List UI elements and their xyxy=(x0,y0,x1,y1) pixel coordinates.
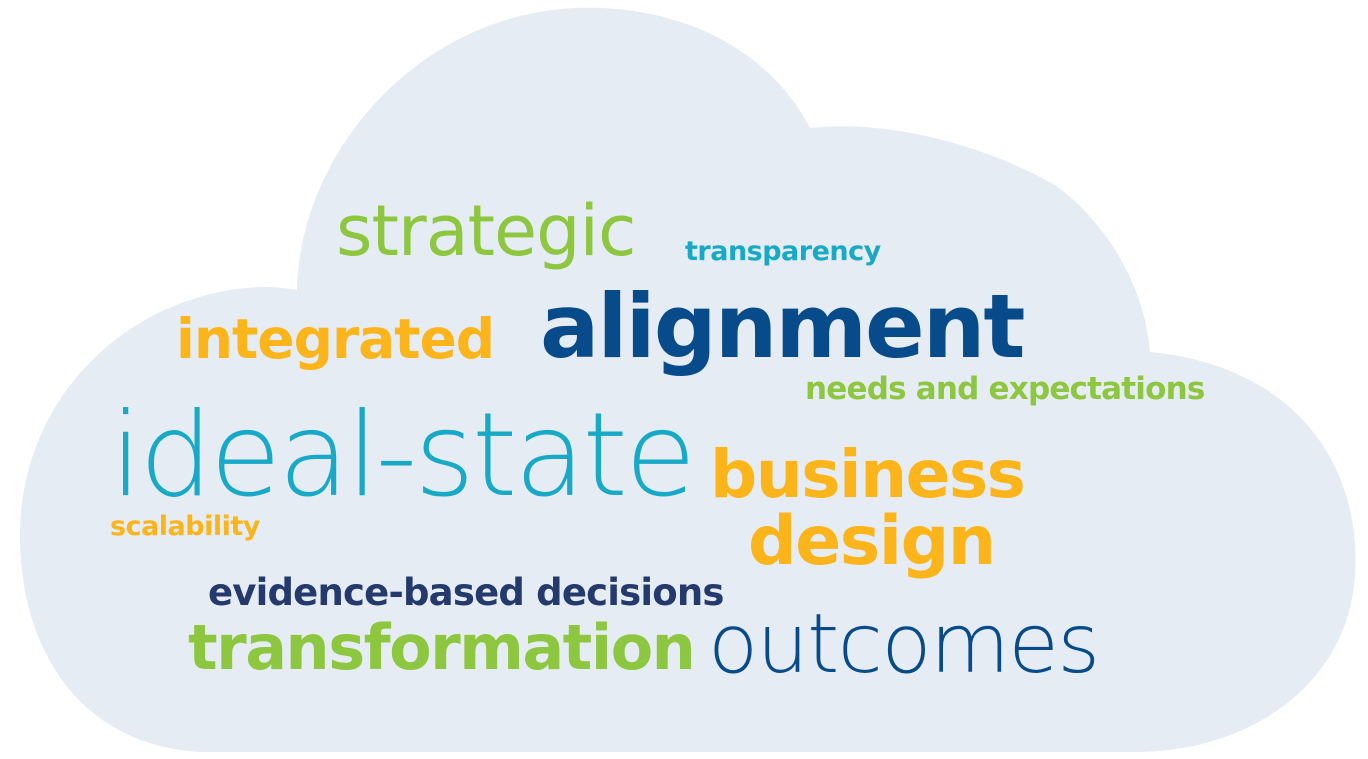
word-strategic: strategic xyxy=(336,190,636,272)
word-evidence-based-decisions: evidence-based decisions xyxy=(208,571,724,614)
cloud-path xyxy=(20,7,1356,753)
word-scalability: scalability xyxy=(110,511,260,542)
word-outcomes: outcomes xyxy=(708,597,1100,692)
word-integrated: integrated xyxy=(176,307,495,371)
word-needs-and-expectations: needs and expectations xyxy=(805,371,1205,407)
word-transparency: transparency xyxy=(685,236,881,267)
word-business: business xyxy=(710,436,1026,513)
word-transformation: transformation xyxy=(188,611,696,684)
word-design: design xyxy=(748,502,996,581)
word-alignment: alignment xyxy=(540,275,1025,378)
word-ideal-state: ideal-state xyxy=(110,388,696,523)
